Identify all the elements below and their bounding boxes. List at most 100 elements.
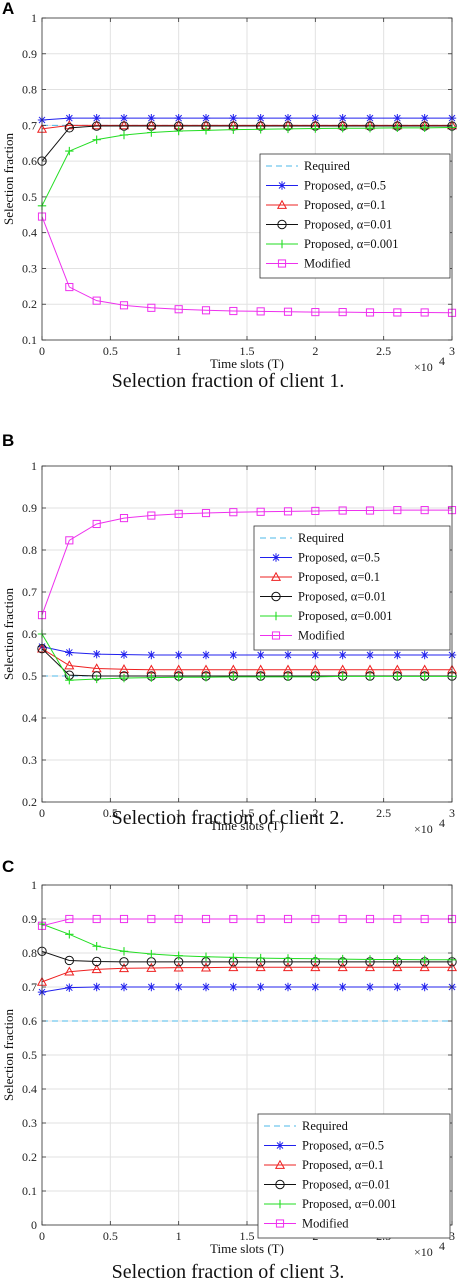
chart-b-series-proposed-0-001-point-3 [119, 673, 129, 683]
chart-c-ytick-label-10: 1 [31, 878, 37, 892]
chart-b-xtick-label-1: 0.5 [103, 806, 118, 820]
chart-a-series-modified-point-3 [119, 301, 129, 310]
chart-c-series-modified-point-5 [174, 914, 183, 924]
chart-c-ytick-label-7: 0.7 [22, 980, 37, 994]
chart-c-series-proposed-0-001-point-2 [92, 942, 101, 951]
chart-c-series-modified-point-1 [65, 914, 74, 924]
chart-a-series-proposed-0-01-point-2 [91, 121, 102, 131]
chart-a-legend-label-modified: Modified [304, 257, 351, 271]
chart-a-series-modified-point-1 [65, 282, 74, 292]
chart-c-series-proposed-0-001-point-8 [256, 953, 265, 963]
chart-b-ytick-label-8: 1 [31, 459, 37, 473]
chart-a-series-proposed-0-5-point-1 [65, 113, 74, 123]
chart-a-ytick-label-3: 0.4 [22, 226, 37, 240]
chart-a-ylabel: Selection fraction [1, 132, 16, 225]
chart-b-series-proposed-0-001-point-11 [338, 672, 347, 681]
chart-b-panel-label: B [2, 431, 14, 450]
chart-b-xtick-label-3: 1.5 [240, 806, 255, 820]
chart-a-series-modified-point-14 [420, 308, 429, 317]
chart-b-series-proposed-0-001-point-10 [311, 672, 320, 682]
chart-a-ytick-label-7: 0.8 [22, 83, 37, 97]
chart-a-series-proposed-0-001-point-7 [229, 125, 238, 134]
chart-b-series-proposed-0-001-point-13 [393, 672, 402, 681]
chart-a-series-proposed-0-5-point-5 [174, 113, 183, 123]
chart-b-ylabel: Selection fraction [1, 587, 16, 680]
chart-a-xtick-label-0: 0 [39, 344, 45, 358]
chart-a-series-proposed-0-001-point-12 [365, 123, 375, 133]
chart-b-series-proposed-0-1-point-4 [146, 664, 157, 674]
chart-b-series-modified-point-6 [201, 508, 211, 518]
chart-c-series-proposed-0-1-point-12 [364, 962, 376, 972]
chart-c-series-proposed-0-1-point-3 [118, 963, 130, 973]
chart-c-series-proposed-0-1-point-4 [146, 962, 157, 972]
chart-c-xtick-label-2: 1 [176, 1229, 182, 1243]
chart-a-legend-marker-proposed-0-5 [277, 181, 287, 190]
chart-c-xlabel: Time slots (T) [210, 1241, 284, 1256]
chart-a-ytick-label-2: 0.3 [22, 261, 37, 275]
chart-c-series-proposed-0-001-point-3 [119, 947, 129, 956]
chart-c-series-proposed-0-5-point-3 [119, 982, 129, 992]
chart-c-series-proposed-0-5-line [41, 986, 452, 993]
chart-b-series-modified-point-7 [229, 508, 238, 517]
chart-a-legend-marker-proposed-0-1 [276, 199, 288, 209]
chart-a-xtick-label-1: 0.5 [103, 344, 118, 358]
chart-c-series-proposed-0-5-point-9 [283, 982, 293, 992]
chart-c-svg: C00.10.20.30.40.50.60.70.80.9100.511.522… [1, 857, 457, 1283]
chart-c-legend-marker-proposed-0-1 [274, 1159, 286, 1169]
chart-a-series-proposed-0-001-point-14 [420, 123, 429, 133]
chart-b-x-exponent: ×10 [414, 822, 433, 836]
chart-b-series-proposed-0-5-point-6 [201, 650, 211, 660]
chart-c-legend-label-proposed-0-001: Proposed, α=0.001 [302, 1197, 397, 1211]
chart-a-ytick-label-9: 1 [31, 11, 37, 25]
chart-b-xtick-label-5: 2.5 [376, 806, 391, 820]
chart-c-series-proposed-0-5-point-11 [338, 982, 347, 992]
chart-c-series-proposed-0-5-point-10 [311, 982, 320, 992]
chart-c-series-proposed-0-001-point-13 [393, 955, 402, 964]
chart-c-series-proposed-0-1-point-8 [255, 962, 266, 972]
chart-c-xtick-label-3: 1.5 [240, 1229, 255, 1243]
chart-c-series-proposed-0-1-point-7 [228, 962, 239, 972]
chart-c-legend-marker-modified [275, 1219, 285, 1228]
chart-a-caption: Selection fraction of client 1. [112, 370, 345, 392]
chart-a-series-proposed-0-5-point-11 [338, 113, 347, 123]
chart-c-x-exponent-power: 4 [439, 1239, 445, 1253]
chart-c-ytick-label-4: 0.4 [22, 1082, 37, 1096]
chart-a-x-exponent: ×10 [414, 360, 433, 374]
chart-c-ytick-label-1: 0.1 [22, 1184, 37, 1198]
chart-a-series-proposed-0-001-point-6 [201, 126, 211, 135]
chart-b-series-modified-point-4 [147, 511, 156, 520]
chart-c-series-modified-point-8 [256, 914, 265, 924]
chart-a-series-proposed-0-001-point-1 [65, 146, 74, 156]
chart-b-series-modified-point-14 [420, 506, 429, 515]
chart-b-series-proposed-0-5-point-9 [283, 650, 293, 660]
chart-c-legend-marker-proposed-0-5 [275, 1141, 285, 1150]
chart-a-series-proposed-0-5-point-4 [147, 113, 156, 123]
chart-b-series-proposed-0-5-point-7 [229, 650, 238, 660]
chart-c-series-proposed-0-1-point-11 [337, 962, 348, 972]
chart-a-legend-label-proposed-0-1: Proposed, α=0.1 [304, 198, 386, 212]
chart-b-series-proposed-0-001-point-14 [420, 672, 429, 681]
chart-b-series-proposed-0-001-point-1 [65, 676, 74, 685]
chart-b-series-proposed-0-001-point-6 [201, 673, 211, 682]
chart-a-series-modified-point-6 [201, 306, 211, 315]
chart-a-ytick-label-8: 0.9 [22, 47, 37, 61]
chart-c-series-modified-point-3 [119, 914, 129, 924]
chart-a-series-proposed-0-5-point-9 [283, 113, 293, 123]
chart-b-series-proposed-0-001-point-8 [256, 672, 265, 682]
chart-a-series-proposed-0-1-line [41, 124, 452, 130]
chart-b-series-proposed-0-5-point-10 [311, 650, 320, 660]
chart-b-ytick-label-4: 0.6 [22, 627, 37, 641]
chart-c-series-proposed-0-5-point-14 [420, 982, 429, 992]
chart-a-series-proposed-0-001-point-5 [174, 126, 183, 136]
chart-c-ytick-label-5: 0.5 [22, 1048, 37, 1062]
chart-b-ytick-label-7: 0.9 [22, 501, 37, 515]
chart-a-series-proposed-0-01-line [41, 125, 452, 162]
chart-b-series-modified-point-2 [92, 519, 101, 529]
chart-a-series-modified-line [41, 216, 453, 314]
chart-c-series-proposed-0-001-point-4 [147, 949, 156, 959]
chart-a-series-modified-point-12 [365, 308, 375, 317]
chart-a-series-proposed-0-5-point-7 [229, 113, 238, 123]
chart-a-series-proposed-0-1-point-2 [91, 120, 102, 130]
chart-c-series-proposed-0-5-point-7 [229, 982, 238, 992]
chart-b-legend-label-proposed-0-001: Proposed, α=0.001 [298, 609, 393, 623]
